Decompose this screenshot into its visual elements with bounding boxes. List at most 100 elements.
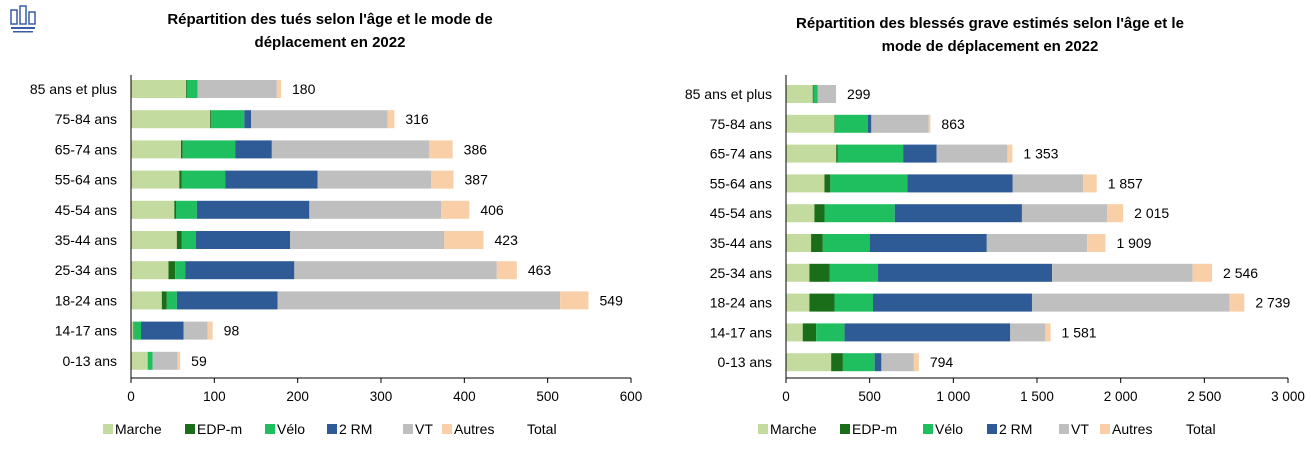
category-label: 35-44 ans [710, 235, 772, 251]
bar-row-0-13-ans: 0-13 ans 794 [718, 353, 953, 372]
bar-segment-velo [182, 140, 236, 159]
x-tick-label: 0 [127, 389, 135, 404]
bar-segment-marche [131, 291, 162, 310]
bar-segment-vt [294, 261, 497, 280]
x-tick-label: 500 [536, 389, 559, 404]
total-label: 299 [847, 86, 871, 102]
bar-row-45-54-ans: 45-54 ans 406 [55, 200, 504, 219]
bar-segment-vt [290, 231, 445, 249]
bar-row-14-17-ans: 14-17 ans 1 581 [710, 323, 1097, 342]
bar-segment-vt [317, 170, 431, 189]
bar-segment-autres [177, 351, 181, 370]
bar-segment-marche [786, 263, 810, 282]
category-label: 65-74 ans [710, 146, 772, 162]
bar-row-75-84-ans: 75-84 ans 316 [55, 110, 429, 129]
x-axis: 0 100 200 300 400 500 600 [127, 75, 642, 404]
bar-segment-2-rm [235, 140, 272, 159]
bar-segment-velo [175, 261, 186, 280]
category-label: 85 ans et plus [30, 81, 117, 97]
bar-segment-autres [913, 353, 919, 372]
bar-segment-vt [1052, 263, 1193, 282]
bar-segment-velo [181, 170, 226, 189]
bar-row-14-17-ans: 14-17 ans 98 [55, 321, 240, 340]
legend-swatch-autres [442, 424, 452, 434]
legend-swatch-edp-m [840, 424, 850, 434]
bar-segment-2-rm [185, 261, 295, 280]
total-label: 98 [224, 323, 240, 339]
bar-segment-autres [1087, 234, 1106, 252]
bar-row-18-24-ans: 18-24 ans 2 739 [710, 293, 1291, 312]
bar-segment-autres [496, 261, 517, 280]
bar-segment-2-rm [903, 144, 937, 163]
bar-segment-marche [131, 321, 134, 340]
bar-segment-autres [1007, 144, 1013, 163]
bar-segment-marche [786, 85, 813, 103]
total-label: 316 [405, 111, 429, 127]
total-label: 386 [464, 141, 488, 157]
total-label: 549 [600, 292, 624, 308]
x-tick-label: 200 [286, 389, 309, 404]
category-label: 14-17 ans [710, 324, 772, 340]
bar-segment-marche [131, 231, 177, 249]
category-label: 75-84 ans [710, 116, 772, 132]
bar-row-35-44-ans: 35-44 ans 1 909 [710, 234, 1152, 252]
bar-segment-velo [835, 114, 868, 133]
category-label: 35-44 ans [55, 232, 117, 248]
bar-segment-vt [817, 85, 837, 103]
bar-segment-2-rm [196, 231, 291, 249]
legend-swatch-2-rm [327, 424, 337, 434]
bar-segment-marche [786, 323, 803, 342]
bar-segment-autres [387, 110, 395, 129]
bar-segment-edp-m [809, 263, 830, 282]
x-tick-label: 1 500 [1020, 389, 1054, 404]
bar-segment-marche [131, 140, 181, 159]
bar-row-0-13-ans: 0-13 ans 59 [63, 351, 207, 370]
bar-segment-marche [786, 174, 825, 193]
category-label: 45-54 ans [55, 202, 117, 218]
bar-segment-autres [429, 140, 453, 159]
total-label: 1 581 [1062, 324, 1097, 340]
bar-row-35-44-ans: 35-44 ans 423 [55, 231, 518, 249]
bar-segment-velo [176, 200, 197, 219]
bar-segment-vt [871, 114, 929, 133]
bar-segment-velo [147, 351, 153, 370]
bar-segment-velo [824, 204, 895, 223]
legend-label-vt: VT [415, 421, 433, 437]
total-label: 180 [292, 81, 316, 97]
bar-segment-edp-m [812, 85, 814, 103]
category-label: 14-17 ans [55, 323, 117, 339]
bar-row-75-84-ans: 75-84 ans 863 [710, 114, 965, 133]
total-label: 2 015 [1134, 205, 1169, 221]
x-tick-label: 100 [203, 389, 226, 404]
legend-label-total: Total [1186, 421, 1216, 437]
bar-segment-edp-m [802, 323, 817, 342]
bar-segment-2-rm [141, 321, 184, 340]
total-label: 1 353 [1023, 146, 1058, 162]
bar-segment-autres [1083, 174, 1097, 193]
bar-segment-2-rm [225, 170, 318, 189]
total-label: 406 [480, 202, 504, 218]
legend-label-autres: Autres [454, 421, 494, 437]
chart-blesses: Répartition des blessés grave estimés se… [685, 15, 1305, 437]
bar-segment-autres [444, 231, 484, 249]
legend: Marche EDP-m Vélo 2 RM VT Autres Total [758, 421, 1216, 437]
bar-segment-vt [251, 110, 388, 129]
bar-segment-vt [197, 80, 277, 98]
bar-segment-edp-m [210, 110, 211, 129]
x-tick-label: 3 000 [1271, 389, 1305, 404]
legend-label-edp-m: EDP-m [197, 421, 242, 437]
bar-segment-2-rm [878, 263, 1053, 282]
bar-segment-vt [277, 291, 561, 310]
bar-segment-2-rm [907, 174, 1013, 193]
bar-segment-vt [1010, 323, 1046, 342]
x-tick-label: 500 [858, 389, 881, 404]
bar-row-25-34-ans: 25-34 ans 463 [55, 261, 551, 280]
legend-label-velo: Vélo [935, 421, 963, 437]
category-label: 0-13 ans [718, 354, 772, 370]
bar-segment-edp-m [181, 140, 183, 159]
total-label: 59 [191, 353, 207, 369]
x-tick-label: 2 000 [1104, 389, 1138, 404]
bar-segment-autres [1045, 323, 1051, 342]
bar-segment-2-rm [244, 110, 251, 129]
bar-segment-2-rm [894, 204, 1022, 223]
